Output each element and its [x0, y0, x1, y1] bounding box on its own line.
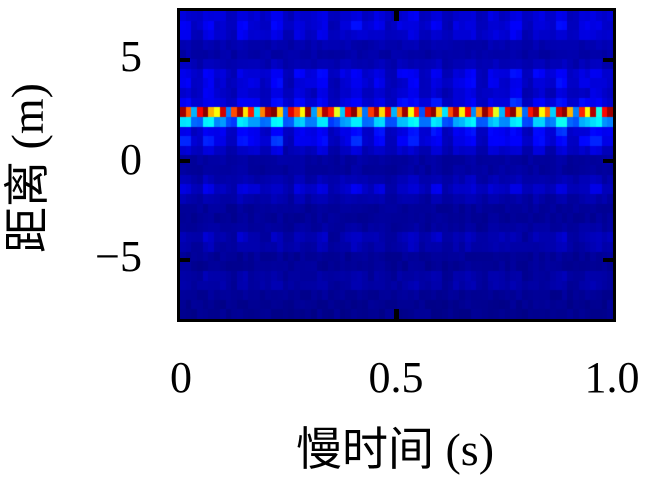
plot-area: [177, 8, 616, 322]
x-tick-bottom-05: [394, 309, 399, 319]
y-tick-label-0: 0: [120, 135, 142, 184]
heatmap-image: [180, 11, 613, 319]
y-tick-left-0: [180, 159, 190, 163]
y-tick-right-minus5: [603, 258, 613, 262]
y-tick-right-5: [603, 58, 613, 62]
y-axis-label: 距离 (m): [2, 83, 53, 253]
y-tick-left-minus5: [180, 258, 190, 262]
y-tick-left-5: [180, 58, 190, 62]
y-tick-label-minus5: −5: [95, 232, 142, 281]
y-tick-label-5: 5: [120, 32, 142, 81]
x-axis-label: 慢时间 (s): [295, 424, 495, 475]
y-tick-right-0: [603, 159, 613, 163]
x-tick-label-05: 0.5: [368, 353, 424, 402]
x-tick-top-05: [394, 11, 399, 21]
x-tick-label-10: 1.0: [584, 353, 640, 402]
x-tick-label-0: 0: [170, 353, 192, 402]
